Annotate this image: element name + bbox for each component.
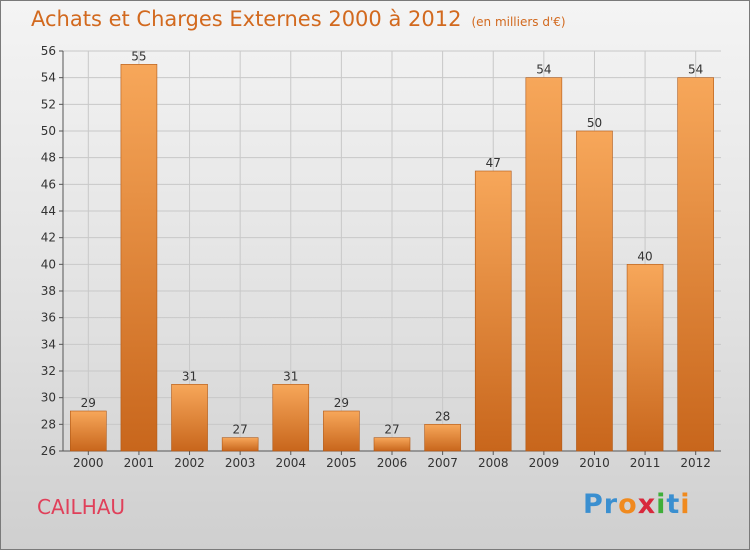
bar-2002	[171, 384, 208, 452]
gridlines	[63, 50, 721, 452]
bar-2003	[221, 437, 259, 452]
y-tick-label: 46	[41, 177, 56, 191]
data-label: 27	[233, 423, 248, 437]
data-label: 40	[637, 249, 652, 263]
logo-letter: t	[666, 489, 681, 520]
x-tick-label: 2000	[73, 456, 104, 470]
proxiti-logo: Proxiti	[583, 489, 691, 520]
bar-2009	[525, 77, 563, 452]
x-tick-label: 2002	[174, 456, 205, 470]
bar-2007	[424, 424, 461, 452]
data-label: 28	[435, 409, 450, 423]
x-tick-label: 2006	[377, 456, 408, 470]
y-tick-label: 50	[41, 124, 56, 138]
y-tick-label: 38	[41, 284, 56, 298]
data-label: 31	[283, 369, 298, 383]
bar-2012	[677, 77, 714, 452]
logo-letter: i	[656, 489, 667, 520]
bar-2006	[373, 437, 411, 452]
y-tick-label: 48	[41, 151, 56, 165]
chart-subtitle: (en milliers d'€)	[471, 15, 566, 29]
x-tick-label: 2001	[124, 456, 155, 470]
y-tick-label: 34	[41, 337, 56, 351]
data-label: 47	[486, 156, 501, 170]
bars	[70, 64, 714, 452]
chart-title: Achats et Charges Externes 2000 à 2012	[31, 7, 462, 31]
bar-2011	[626, 264, 664, 452]
y-tick-label: 54	[41, 71, 56, 85]
logo-letter: o	[618, 489, 638, 520]
y-tick-label: 26	[41, 444, 56, 458]
location-name: CAILHAU	[37, 495, 126, 519]
data-labels: 29 55 31 27 31 29 27 28 47 54 50 40 54	[81, 49, 704, 436]
data-label: 54	[536, 63, 551, 77]
data-label: 27	[384, 423, 399, 437]
x-tick-label: 2003	[225, 456, 256, 470]
bar-2010	[576, 130, 613, 452]
bar-2008	[474, 170, 512, 452]
x-tick-label: 2007	[427, 456, 458, 470]
x-tick-label: 2004	[275, 456, 306, 470]
data-label: 31	[182, 369, 197, 383]
logo-letter: x	[637, 489, 657, 520]
y-tick-label: 52	[41, 97, 56, 111]
data-label: 29	[81, 396, 96, 410]
y-tick-label: 36	[41, 311, 56, 325]
y-tick-label: 40	[41, 257, 56, 271]
x-tick-label: 2012	[680, 456, 711, 470]
data-label: 29	[334, 396, 349, 410]
x-tick-label: 2009	[529, 456, 560, 470]
y-tick-label: 28	[41, 417, 56, 431]
data-label: 55	[131, 49, 146, 63]
x-tick-label: 2005	[326, 456, 357, 470]
y-tick-label: 30	[41, 391, 56, 405]
bar-2005	[323, 410, 360, 452]
data-label: 54	[688, 63, 703, 77]
data-label: 50	[587, 116, 602, 130]
bar-2000	[70, 410, 107, 452]
logo-letter: i	[680, 489, 691, 520]
logo-letter: r	[603, 489, 619, 520]
y-tick-label: 32	[41, 364, 56, 378]
x-tick-label: 2008	[478, 456, 509, 470]
axes: 26 28 30 32 34 36 38 40 42 44 46 48 50 52 54 56 2000 2001…	[41, 44, 721, 470]
title-block: Achats et Charges Externes 2000 à 2012 (e…	[31, 7, 566, 31]
y-tick-label: 56	[41, 44, 56, 58]
x-tick-label: 2011	[630, 456, 661, 470]
y-tick-label: 42	[41, 231, 56, 245]
y-tick-label: 44	[41, 204, 56, 218]
logo-letter: P	[583, 489, 604, 520]
x-tick-label: 2010	[579, 456, 610, 470]
bar-2004	[272, 384, 310, 452]
bar-2001	[120, 64, 158, 452]
